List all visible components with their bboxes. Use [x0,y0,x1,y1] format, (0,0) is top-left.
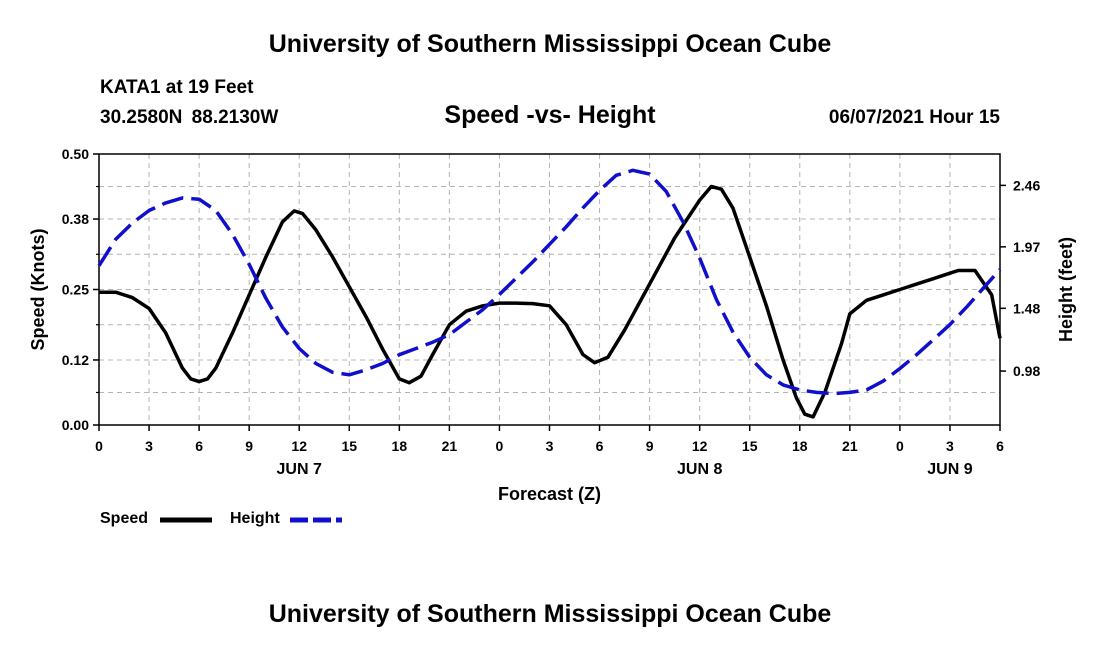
x-tick-label: 3 [546,438,554,454]
x-tick-label: 6 [996,438,1004,454]
x-day-label: JUN 8 [677,461,722,478]
legend-speed-label: Speed [100,510,149,527]
y-tick-label: 0.00 [62,417,89,433]
y2-axis-title: Height (feet) [1056,237,1076,342]
x-tick-label: 0 [95,438,103,454]
coordinates-label: 30.2580N 88.2130W [100,107,279,128]
x-tick-label: 0 [496,438,504,454]
y2-tick-label: 2.46 [1013,177,1040,193]
x-tick-label: 9 [245,438,253,454]
x-tick-label: 21 [842,438,858,454]
y-tick-label: 0.25 [62,282,89,298]
x-tick-label: 6 [596,438,604,454]
y-tick-label: 0.50 [62,146,89,162]
x-tick-label: 21 [442,438,458,454]
x-tick-label: 3 [145,438,153,454]
station-label: KATA1 at 19 Feet [100,77,254,98]
y2-tick-label: 0.98 [1013,363,1040,379]
x-day-label: JUN 7 [277,461,322,478]
y-axis-title: Speed (Knots) [28,228,48,350]
x-tick-label: 12 [692,438,708,454]
x-day-label: JUN 9 [927,461,972,478]
x-tick-label: 15 [742,438,758,454]
main-title: University of Southern Mississippi Ocean… [268,30,832,58]
x-tick-label: 9 [646,438,654,454]
y2-tick-label: 1.48 [1013,300,1040,316]
y-tick-label: 0.38 [62,211,89,227]
forecast-date: 06/07/2021 Hour 15 [828,107,1000,128]
x-tick-label: 3 [946,438,954,454]
x-tick-label: 18 [392,438,408,454]
y2-tick-label: 1.97 [1013,239,1040,255]
legend-height-label: Height [230,510,280,527]
footer-title: University of Southern Mississippi Ocean… [268,600,832,628]
x-tick-label: 12 [291,438,307,454]
speed-series-line [99,184,1002,419]
x-tick-label: 0 [896,438,904,454]
x-axis-title: Forecast (Z) [498,484,601,504]
x-tick-label: 15 [341,438,357,454]
y-tick-label: 0.12 [62,352,89,368]
height-series-line [97,168,1002,396]
x-tick-label: 6 [195,438,203,454]
chart-title: Speed -vs- Height [444,101,656,129]
x-tick-label: 18 [792,438,808,454]
